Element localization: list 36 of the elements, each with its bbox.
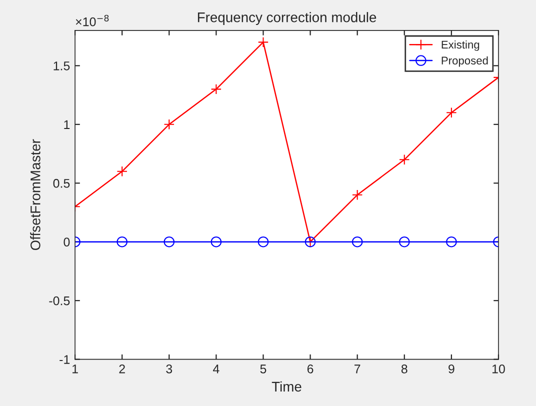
x-axis-title: Time [272, 381, 302, 392]
y-tick-label: 0 [64, 238, 70, 247]
point [164, 119, 175, 130]
y-tick-label: 1.5 [54, 62, 70, 70]
point [446, 236, 457, 248]
x-tick-label: 2 [119, 364, 125, 374]
y-tick-label: 0.5 [53, 178, 70, 188]
x-tick-label: 6 [307, 364, 314, 374]
legend-label: Existing [442, 40, 480, 51]
point [258, 36, 269, 48]
point [399, 154, 410, 166]
point [210, 236, 222, 248]
point [164, 236, 175, 248]
point [446, 107, 457, 118]
legend-label: Proposed [442, 56, 488, 67]
x-tick-label: 3 [166, 364, 172, 374]
point [352, 236, 363, 248]
x-tick-label: 5 [260, 364, 266, 374]
chart-title: Frequency correction module [198, 12, 376, 25]
point [116, 166, 128, 177]
x-tick-label: 9 [448, 364, 454, 374]
point [258, 236, 269, 248]
y-tick-label: 1 [64, 120, 70, 129]
text: ×10$^{−8}$ [76, 14, 109, 26]
y-tick-label: -1 [60, 355, 70, 364]
x-tick-label: 8 [401, 364, 408, 374]
x-tick-label: 10 [492, 364, 505, 374]
x-tick-label: 1 [72, 364, 78, 374]
point [210, 84, 222, 95]
y-tick-label: -0.5 [49, 296, 70, 306]
point [352, 190, 363, 200]
point [399, 236, 410, 248]
x-tick-label: 7 [354, 364, 360, 374]
point [116, 236, 128, 248]
y-axis-title: OffsetFromMaster [30, 139, 40, 250]
x-tick-label: 4 [213, 364, 220, 374]
